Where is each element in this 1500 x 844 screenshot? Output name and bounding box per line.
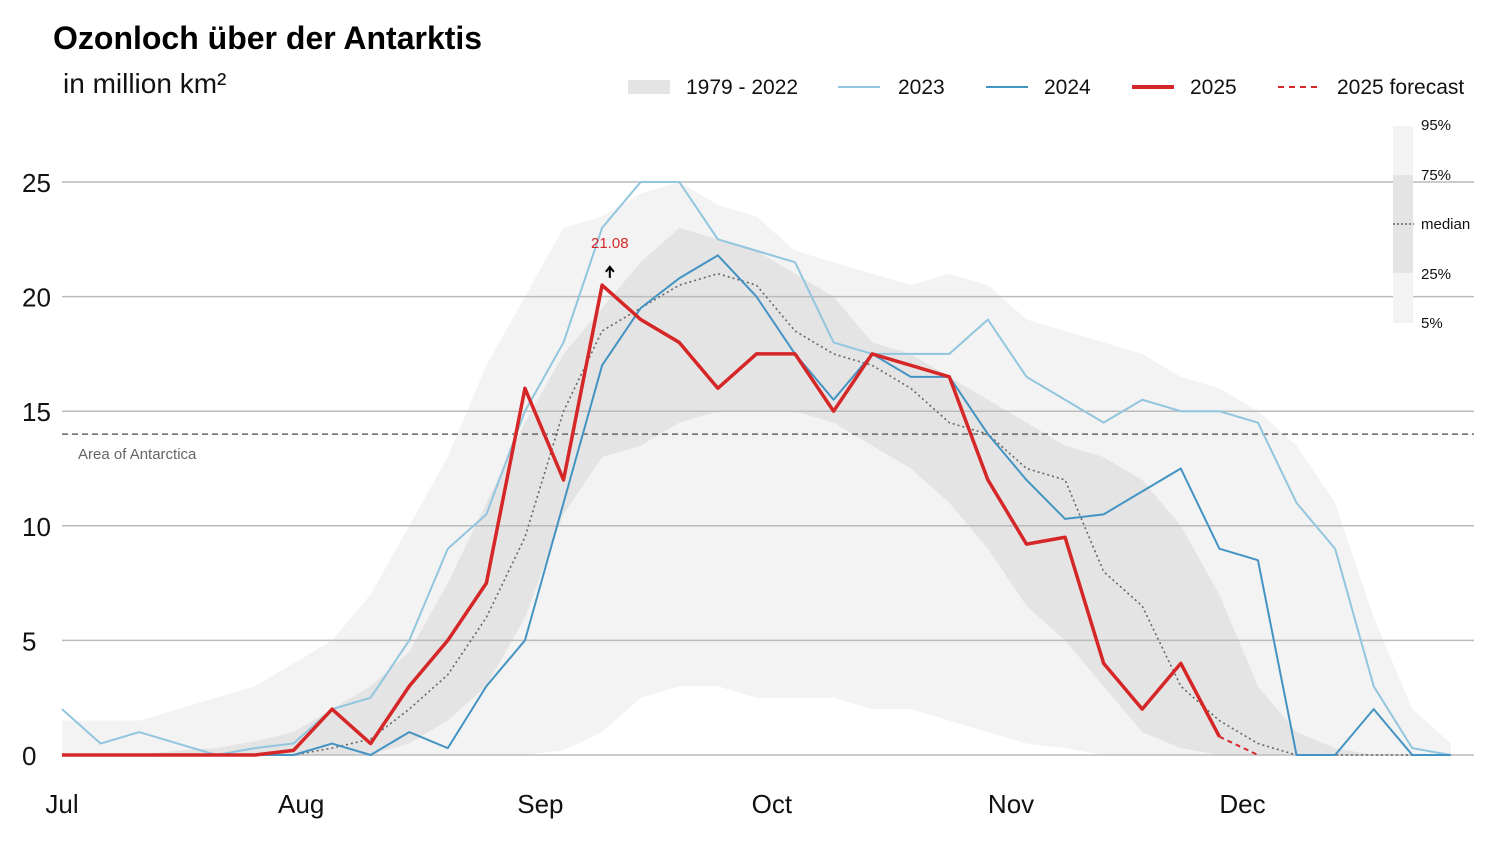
x-tick-label: Jul [45, 789, 78, 819]
y-tick-label: 20 [22, 283, 51, 313]
percentile-legend-label: median [1421, 216, 1470, 233]
x-tick-label: Oct [752, 789, 793, 819]
series-2025 [62, 283, 1221, 757]
legend-label: 2024 [1044, 76, 1091, 99]
y-tick-label: 5 [22, 626, 36, 656]
legend-label: 1979 - 2022 [686, 76, 798, 99]
percentile-legend-label: 75% [1421, 167, 1451, 184]
x-tick-label: Nov [988, 789, 1034, 819]
x-tick-label: Dec [1219, 789, 1265, 819]
y-tick-label: 0 [22, 741, 36, 771]
legend-label: 2023 [898, 76, 945, 99]
y-tick-label: 15 [22, 397, 51, 427]
percentile-legend-label: 95% [1421, 117, 1451, 134]
legend-label: 2025 forecast [1337, 76, 1464, 99]
peak-marker-icon [605, 265, 615, 278]
series-2025-forecast [1218, 735, 1259, 756]
percentile-legend-label: 25% [1421, 266, 1451, 283]
chart-title: Ozonloch über der Antarktis [53, 20, 483, 56]
y-tick-label: 10 [22, 512, 51, 542]
y-tick-label: 25 [22, 168, 51, 198]
band-25-75 [62, 227, 1451, 756]
x-tick-label: Aug [278, 789, 324, 819]
reference-label: Area of Antarctica [78, 446, 197, 463]
percentile-legend-label: 5% [1421, 315, 1443, 332]
chart-subtitle: in million km² [63, 68, 227, 99]
series-2023 [61, 181, 1452, 756]
peak-label: 21.08 [591, 235, 629, 252]
legend-label: 2025 [1190, 76, 1237, 99]
x-tick-label: Sep [517, 789, 563, 819]
series-2024 [62, 254, 1451, 756]
legend-swatch-band [628, 80, 670, 94]
